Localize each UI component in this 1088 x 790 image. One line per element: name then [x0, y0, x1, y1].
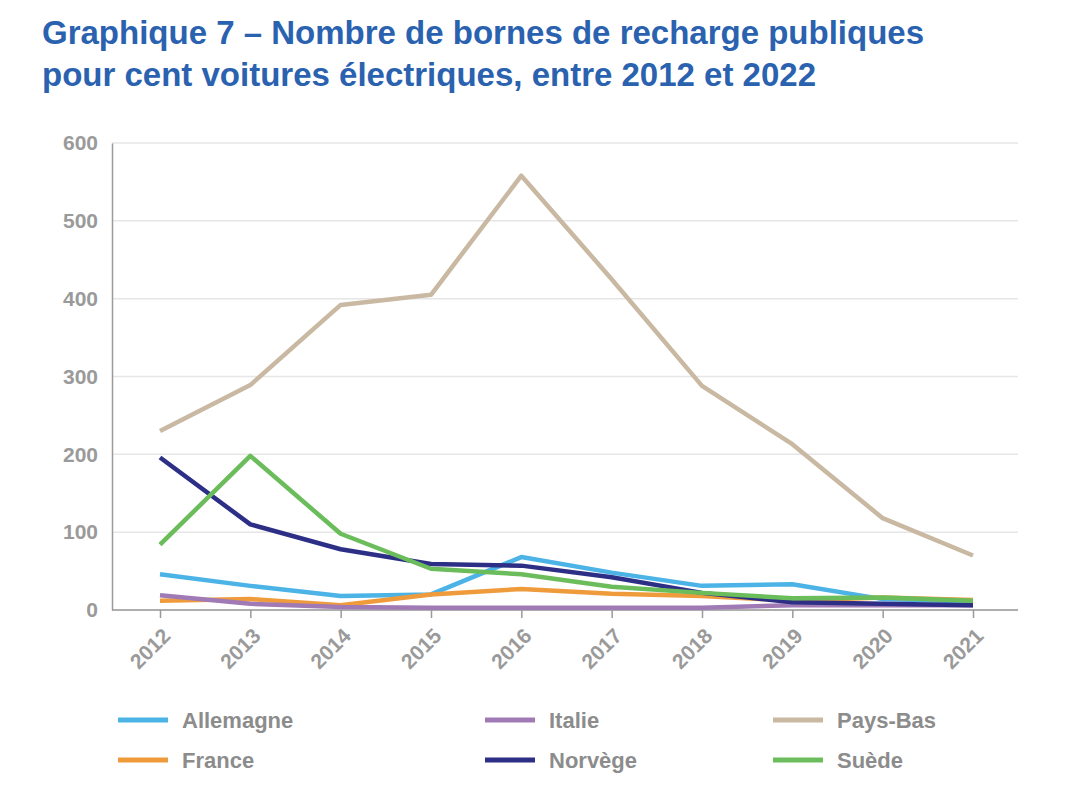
x-tick-mark: [792, 610, 794, 618]
x-tick-label: 2020: [848, 624, 897, 673]
y-axis: 0 100 200 300 400 500 600: [63, 131, 113, 621]
x-tick-label: 2015: [396, 624, 446, 674]
x-tick-label: 2021: [938, 624, 988, 674]
grid-line: [112, 298, 1018, 300]
y-tick: 500: [63, 209, 112, 232]
legend: Allemagne France Italie Norvège Pays-Bas Suèd…: [118, 708, 936, 773]
y-axis-line: [112, 144, 114, 611]
x-tick-label: 2012: [125, 624, 174, 673]
series-line: [160, 457, 973, 605]
y-tick-label: 600: [63, 131, 98, 154]
title-line: Graphique 7 – Nombre de bornes de rechar…: [42, 14, 924, 51]
y-tick: 200: [63, 443, 112, 466]
grid-line: [112, 376, 1018, 378]
x-tick-mark: [160, 610, 162, 618]
series-line: [160, 456, 973, 601]
x-tick-mark: [340, 610, 342, 618]
x-tick-mark: [973, 610, 975, 618]
x-tick: 2017: [577, 610, 626, 673]
grid-line: [112, 142, 1018, 144]
legend-item: Pays-Bas: [773, 708, 936, 733]
x-tick: 2018: [667, 610, 717, 673]
legend-swatch: [773, 758, 823, 763]
legend-item: France: [118, 748, 254, 773]
x-tick-label: 2018: [667, 624, 717, 674]
x-tick-label: 2014: [306, 624, 356, 674]
legend-label: Pays-Bas: [837, 708, 936, 733]
y-tick: 300: [63, 365, 112, 388]
x-tick: 2014: [306, 610, 356, 673]
x-tick-mark: [882, 610, 884, 618]
legend-label: France: [182, 748, 254, 773]
x-tick-mark: [611, 610, 613, 618]
legend-label: Norvège: [549, 748, 637, 773]
x-tick: 2021: [938, 610, 988, 673]
x-tick-label: 2016: [487, 624, 536, 673]
y-tick: 600: [63, 131, 112, 154]
title-line: pour cent voitures électriques, entre 20…: [42, 56, 816, 93]
legend-item: Allemagne: [118, 708, 293, 733]
legend-item: Norvège: [485, 748, 637, 773]
legend-label: Allemagne: [182, 708, 293, 733]
y-tick-label: 300: [63, 365, 98, 388]
grid-line: [112, 220, 1018, 222]
y-tick-label: 200: [63, 443, 98, 466]
legend-swatch: [485, 718, 535, 723]
y-tick: 0: [86, 598, 112, 621]
x-tick: 2015: [396, 610, 446, 673]
x-tick: 2012: [125, 610, 174, 673]
legend-item: Suède: [773, 748, 903, 773]
legend-swatch: [118, 718, 168, 723]
y-tick-label: 400: [63, 287, 98, 310]
x-tick-mark: [521, 610, 523, 618]
y-tick-label: 0: [86, 598, 98, 621]
y-tick: 100: [63, 520, 112, 543]
legend-swatch: [773, 718, 823, 723]
x-tick-mark: [431, 610, 433, 618]
legend-label: Italie: [549, 708, 599, 733]
grid-line: [112, 454, 1018, 456]
title: Graphique 7 – Nombre de bornes de rechar…: [42, 14, 924, 93]
x-tick-label: 2013: [216, 624, 265, 673]
legend-label: Suède: [837, 748, 903, 773]
series-line: [160, 176, 973, 556]
x-tick: 2016: [487, 610, 536, 673]
x-tick: 2013: [216, 610, 265, 673]
lines: [160, 176, 973, 608]
legend-item: Italie: [485, 708, 599, 733]
x-tick: 2020: [848, 610, 897, 673]
x-axis: 2012 2013 2014 2015 2016 2017 2018 2019 2020 2021: [112, 610, 1018, 673]
x-tick-label: 2019: [758, 624, 807, 673]
x-tick-mark: [250, 610, 252, 618]
x-tick-mark: [702, 610, 704, 618]
x-tick: 2019: [758, 610, 807, 673]
grid: [112, 143, 1018, 610]
y-tick-label: 100: [63, 520, 98, 543]
y-tick-label: 500: [63, 209, 98, 232]
grid-line: [112, 531, 1018, 533]
x-tick-label: 2017: [577, 624, 626, 673]
legend-swatch: [485, 758, 535, 763]
y-tick: 400: [63, 287, 112, 310]
legend-swatch: [118, 758, 168, 763]
chart: Graphique 7 – Nombre de bornes de rechar…: [0, 0, 1088, 790]
